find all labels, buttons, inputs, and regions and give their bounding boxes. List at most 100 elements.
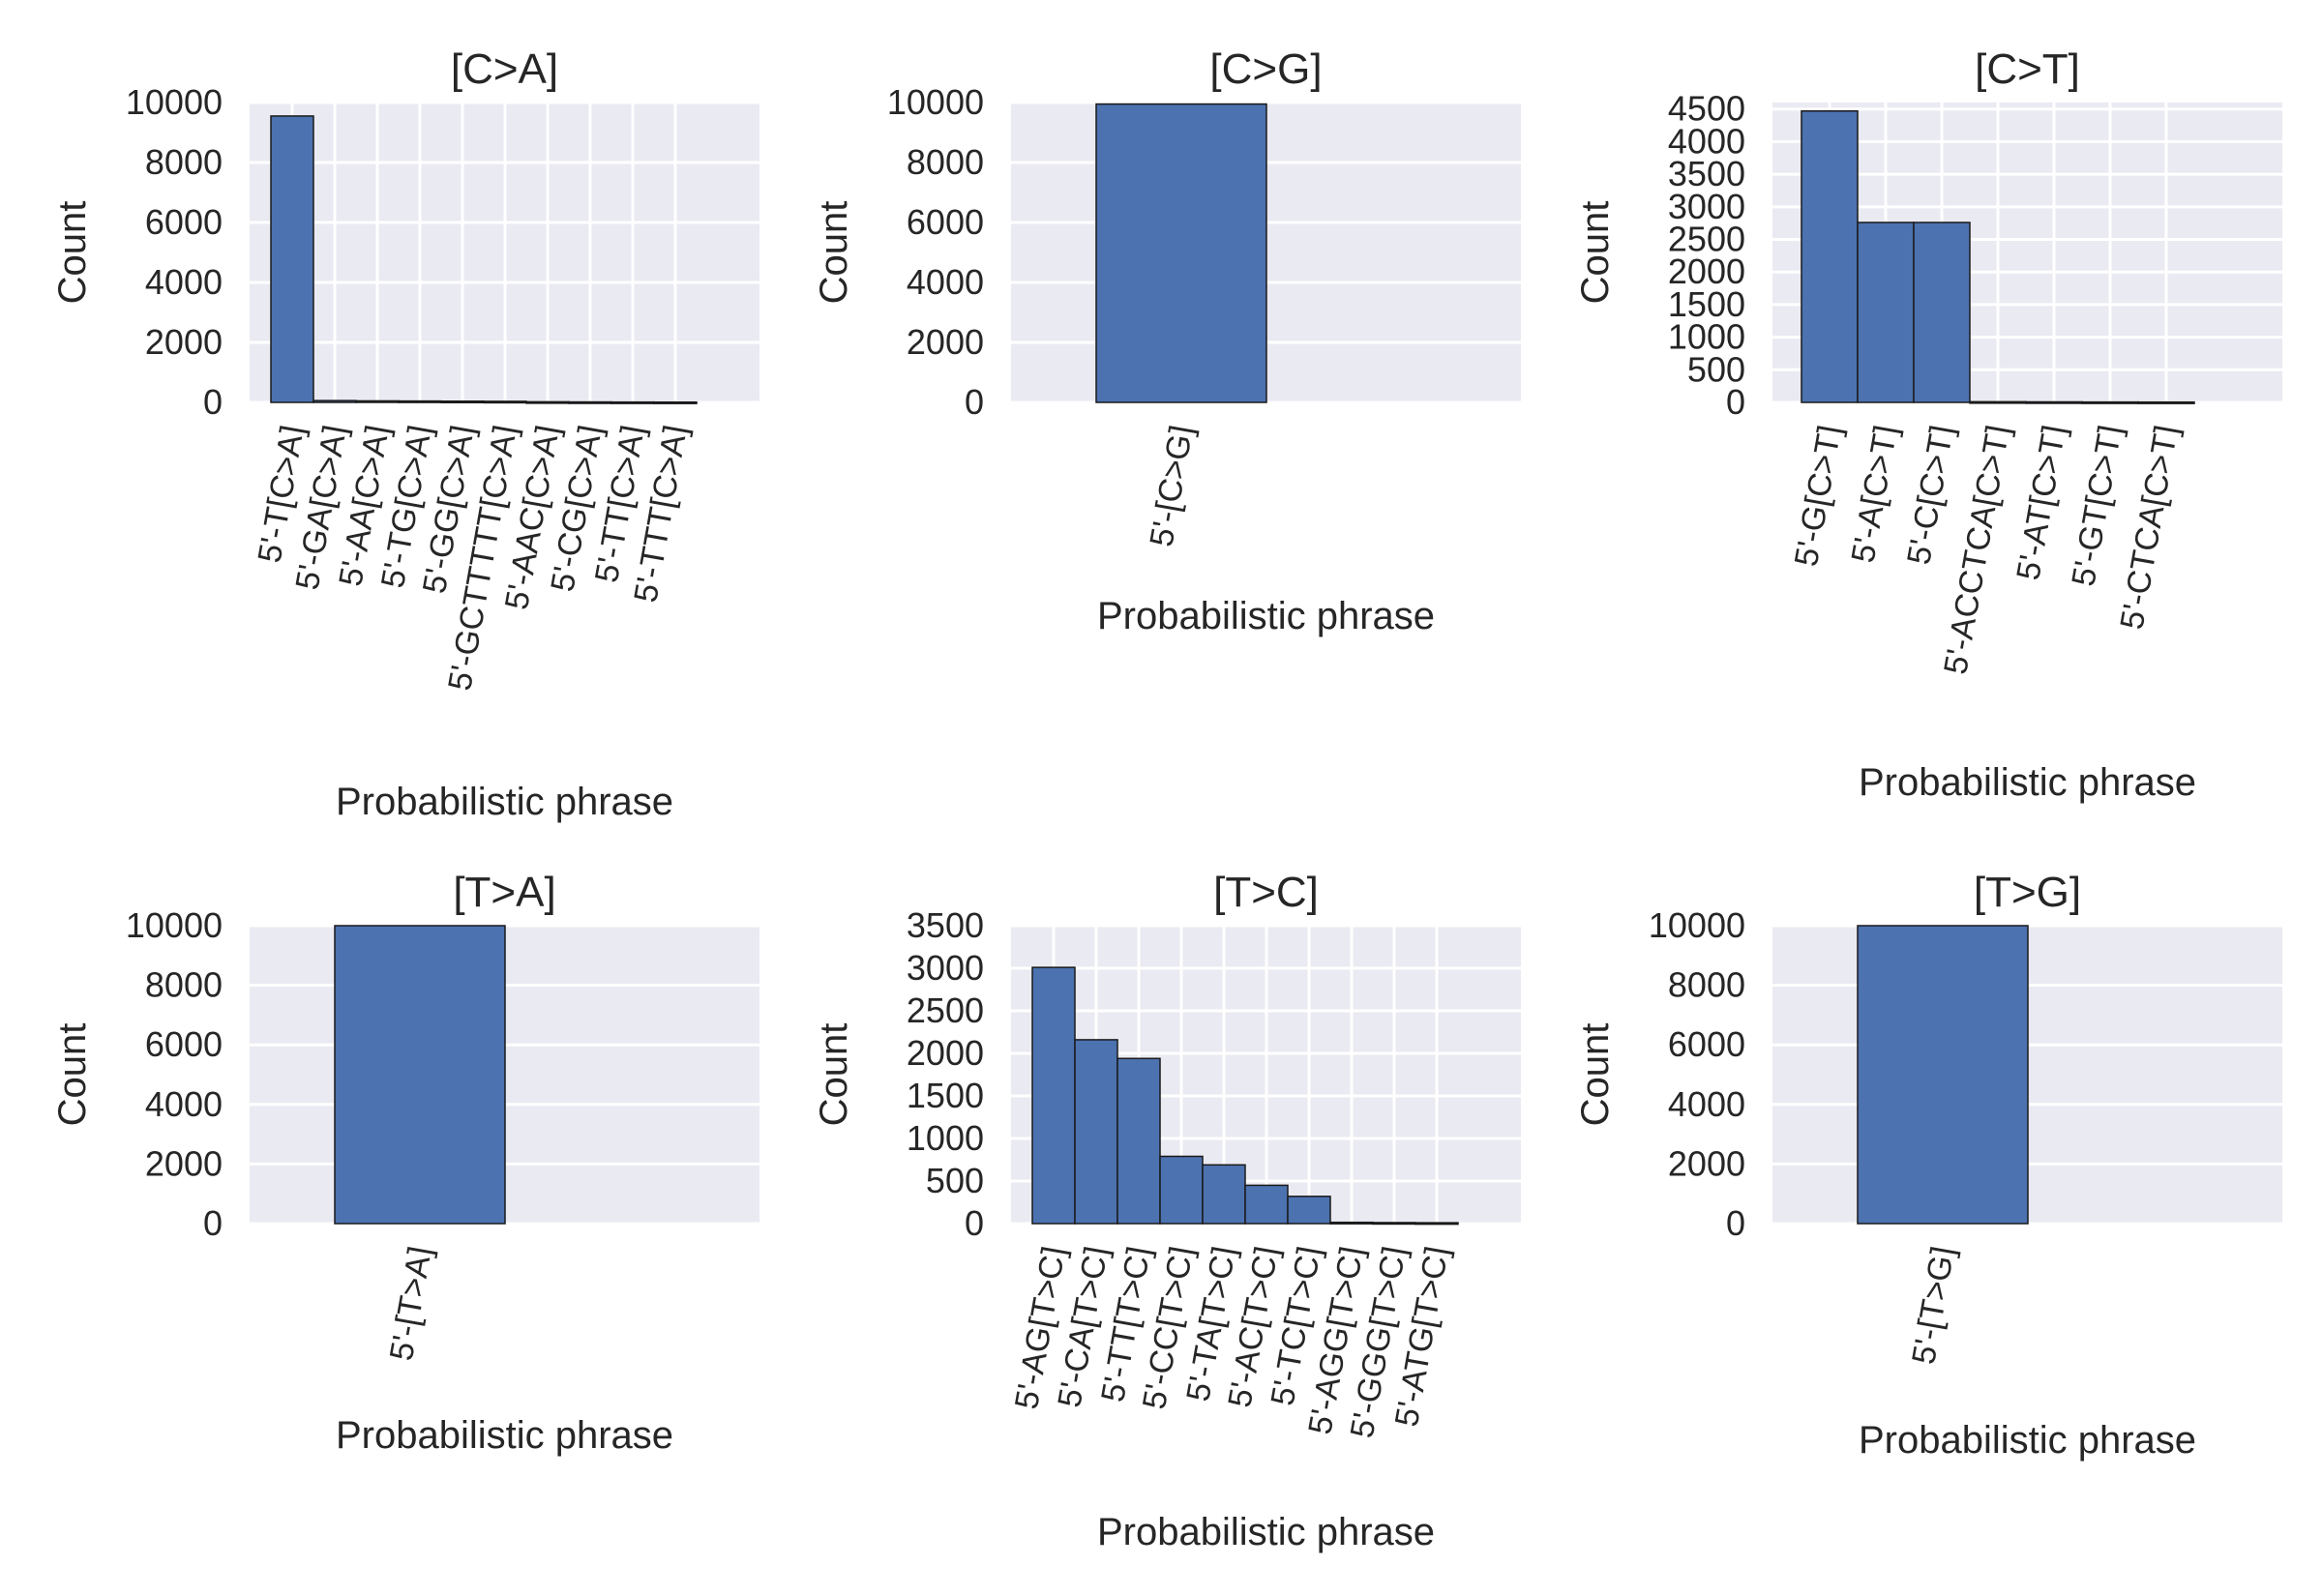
y-tick-label: 1000 bbox=[907, 1118, 984, 1158]
bar: 5'-C[C>T]: 2760 bbox=[1913, 222, 1971, 403]
panel-title: [T>A] bbox=[453, 869, 555, 916]
bar: 5'-AG[T>C]: 3010 bbox=[1031, 966, 1076, 1225]
x-axis-label: Probabilistic phrase bbox=[1097, 595, 1435, 637]
y-tick-label: 2500 bbox=[907, 990, 984, 1030]
bar: 5'-GG[C>A]: 40 bbox=[440, 400, 485, 404]
x-tick-label: 5'-C[C>T] bbox=[1900, 423, 1961, 568]
bar: 5'-[T>A]: 10000 bbox=[334, 925, 506, 1225]
y-tick-label: 6000 bbox=[145, 202, 223, 242]
y-tick-label: 0 bbox=[965, 1203, 984, 1243]
y-axis-label: Count bbox=[813, 201, 855, 305]
bar: 5'-[C>G]: 9950 bbox=[1095, 103, 1267, 403]
y-tick-label: 3500 bbox=[907, 905, 984, 945]
bar: 5'-TTT[C>A]: 10 bbox=[653, 400, 698, 404]
y-tick-label: 2000 bbox=[145, 1143, 223, 1183]
y-tick-label: 500 bbox=[926, 1161, 984, 1200]
y-tick-label: 10000 bbox=[887, 82, 984, 122]
bar: 5'-GGG[T>C]: 12 bbox=[1372, 1222, 1416, 1226]
bar: 5'-TA[T>C]: 690 bbox=[1202, 1164, 1246, 1225]
y-tick-label: 2000 bbox=[907, 322, 984, 362]
y-tick-label: 2000 bbox=[1668, 1143, 1745, 1183]
bar: 5'-AC[T>C]: 450 bbox=[1244, 1184, 1289, 1225]
y-tick-label: 500 bbox=[1687, 349, 1745, 389]
y-axis-label: Count bbox=[1574, 201, 1617, 305]
panel-t-g: 0 2000 4000 6000 8000 10000 5'-[T>G]: 10000 5'-… bbox=[1574, 869, 2282, 1462]
y-tick-label: 4000 bbox=[1668, 121, 1745, 161]
y-axis-label: Count bbox=[813, 1023, 855, 1127]
y-tick-label: 2000 bbox=[907, 1033, 984, 1073]
y-tick-label: 2500 bbox=[1668, 220, 1745, 259]
panel-title: [C>A] bbox=[451, 45, 558, 93]
y-tick-label: 4000 bbox=[1668, 1084, 1745, 1124]
bar: 5'-TC[T>C]: 320 bbox=[1287, 1196, 1331, 1225]
bar: 5'-CG[C>A]: 15 bbox=[568, 400, 612, 404]
x-tick-label: 5'-GT[C>T] bbox=[2065, 423, 2129, 589]
y-tick-label: 10000 bbox=[126, 82, 223, 122]
x-tick-label: 5'-[C>G] bbox=[1143, 423, 1200, 549]
y-tick-label: 6000 bbox=[1668, 1024, 1745, 1064]
y-tick-label: 0 bbox=[203, 382, 223, 422]
bar: 5'-GCTTTTT[C>A]: 35 bbox=[483, 400, 527, 404]
y-tick-label: 6000 bbox=[907, 202, 984, 242]
panel-title: [T>C] bbox=[1213, 869, 1319, 916]
bar: 5'-ACCTCA[C>T]: 10 bbox=[1969, 400, 2027, 404]
x-tick-label: 5'-A[C>T] bbox=[1845, 423, 1905, 566]
y-tick-label: 2000 bbox=[1668, 251, 1745, 291]
x-axis-label: Probabilistic phrase bbox=[1097, 1511, 1435, 1553]
bar: 5'-G[C>T]: 4470 bbox=[1801, 110, 1859, 403]
bar: 5'-AGG[T>C]: 15 bbox=[1329, 1221, 1374, 1225]
bar: 5'-GA[C>A]: 60 bbox=[313, 399, 357, 403]
bar: 5'-CC[T>C]: 790 bbox=[1159, 1155, 1204, 1225]
y-tick-label: 10000 bbox=[126, 905, 223, 945]
panel-c-g: 0 2000 4000 6000 8000 10000 5'-[C>G]: 9950 5'-[… bbox=[813, 45, 1521, 637]
y-axis-label: Count bbox=[51, 1023, 94, 1127]
bar: 5'-GT[C>T]: 6 bbox=[2081, 400, 2139, 404]
y-tick-label: 1500 bbox=[1668, 284, 1745, 324]
x-axis-label: Probabilistic phrase bbox=[336, 1414, 673, 1457]
bar: 5'-CA[T>C]: 2160 bbox=[1074, 1039, 1118, 1225]
bar: 5'-TT[T>C]: 1940 bbox=[1116, 1057, 1161, 1225]
panel-t-a: 0 2000 4000 6000 8000 10000 5'-[T>A]: 10000 5'-… bbox=[51, 869, 759, 1457]
bar: 5'-ATG[T>C]: 10 bbox=[1414, 1222, 1459, 1226]
y-tick-label: 1500 bbox=[907, 1076, 984, 1115]
x-tick-label: 5'-G[C>T] bbox=[1788, 423, 1849, 570]
y-tick-label: 4000 bbox=[145, 1084, 223, 1124]
x-tick-label: 5'-[T>G] bbox=[1905, 1244, 1962, 1367]
y-tick-label: 3000 bbox=[1668, 187, 1745, 226]
x-tick-label: 5'-AT[C>T] bbox=[2009, 423, 2073, 583]
y-tick-label: 0 bbox=[965, 382, 984, 422]
bar: 5'-AAC[C>A]: 20 bbox=[525, 400, 570, 404]
bar: 5'-A[C>T]: 2760 bbox=[1857, 222, 1915, 403]
y-tick-label: 4000 bbox=[907, 262, 984, 302]
x-tick-label: 5'-[T>A] bbox=[383, 1244, 439, 1364]
y-tick-label: 1000 bbox=[1668, 317, 1745, 357]
y-tick-label: 3000 bbox=[907, 948, 984, 988]
y-tick-label: 3500 bbox=[1668, 154, 1745, 193]
x-axis-label: Probabilistic phrase bbox=[336, 781, 673, 823]
y-tick-label: 2000 bbox=[145, 322, 223, 362]
y-tick-label: 4000 bbox=[145, 262, 223, 302]
x-axis-label: Probabilistic phrase bbox=[1859, 761, 2196, 804]
bar: 5'-CTCA[C>T]: 5 bbox=[2137, 400, 2195, 404]
bar: 5'-AT[C>T]: 8 bbox=[2025, 400, 2083, 404]
panel-title: [C>T] bbox=[1975, 45, 2080, 93]
y-tick-label: 0 bbox=[203, 1203, 223, 1243]
panel-title: [T>G] bbox=[1974, 869, 2081, 916]
bar: 5'-T[C>A]: 9550 bbox=[270, 115, 314, 403]
y-tick-label: 10000 bbox=[1649, 905, 1745, 945]
y-axis-label: Count bbox=[1574, 1023, 1617, 1127]
bar: 5'-TT[C>A]: 12 bbox=[610, 400, 655, 404]
y-tick-label: 8000 bbox=[1668, 965, 1745, 1005]
y-axis-label: Count bbox=[51, 201, 94, 305]
x-axis-label: Probabilistic phrase bbox=[1859, 1419, 2196, 1462]
bar: 5'-AA[C>A]: 50 bbox=[355, 399, 400, 403]
y-tick-label: 8000 bbox=[145, 965, 223, 1005]
y-tick-label: 0 bbox=[1726, 382, 1745, 422]
bar: 5'-[T>G]: 10000 bbox=[1857, 925, 2029, 1225]
y-tick-label: 8000 bbox=[907, 142, 984, 182]
panel-title: [C>G] bbox=[1209, 45, 1322, 93]
